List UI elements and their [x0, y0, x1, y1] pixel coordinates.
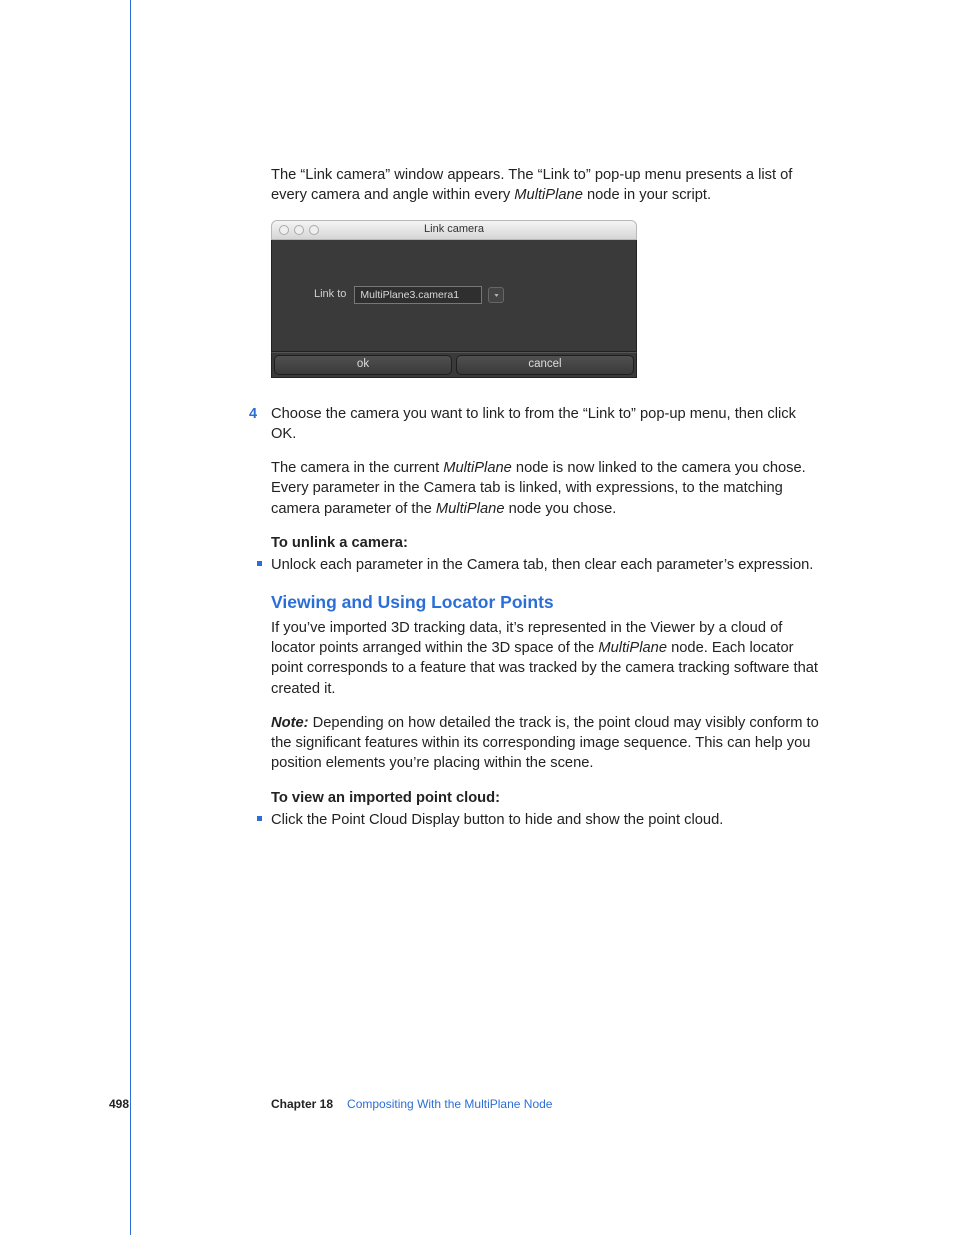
- chapter-title: Compositing With the MultiPlane Node: [347, 1097, 552, 1111]
- linkto-popup[interactable]: MultiPlane3.camera1: [354, 286, 482, 304]
- note-label: Note:: [271, 715, 313, 731]
- linked-em1: MultiPlane: [443, 460, 512, 476]
- section-paragraph-1: If you’ve imported 3D tracking data, it’…: [271, 618, 820, 699]
- linked-1: The camera in the current: [271, 460, 443, 476]
- intro-em: MultiPlane: [514, 187, 583, 203]
- view-heading: To view an imported point cloud:: [271, 788, 820, 808]
- note-text: Depending on how detailed the track is, …: [271, 715, 819, 772]
- page: The “Link camera” window appears. The “L…: [130, 0, 850, 1235]
- step-4-text: Choose the camera you want to link to fr…: [271, 406, 796, 442]
- unlink-text: Unlock each parameter in the Camera tab,…: [271, 557, 813, 573]
- section-heading: Viewing and Using Locator Points: [271, 590, 820, 614]
- dialog-title: Link camera: [272, 222, 636, 237]
- step-4: 4 Choose the camera you want to link to …: [271, 404, 820, 445]
- link-camera-dialog: Link camera Link to MultiPlane3.camera1 …: [271, 220, 637, 378]
- dialog-titlebar: Link camera: [271, 220, 637, 240]
- sec-p1-em: MultiPlane: [598, 640, 667, 656]
- ok-button[interactable]: ok: [274, 355, 452, 375]
- unlink-bullet: Unlock each parameter in the Camera tab,…: [271, 555, 820, 575]
- bullet-icon: [257, 816, 262, 821]
- view-text: Click the Point Cloud Display button to …: [271, 812, 723, 828]
- chapter-label: Chapter 18: [271, 1097, 333, 1111]
- chapter-info: Chapter 18 Compositing With the MultiPlan…: [131, 1097, 552, 1111]
- note-paragraph: Note: Depending on how detailed the trac…: [271, 713, 820, 774]
- view-bullet: Click the Point Cloud Display button to …: [271, 810, 820, 830]
- dialog-button-row: ok cancel: [271, 352, 637, 378]
- bullet-icon: [257, 561, 262, 566]
- linked-paragraph: The camera in the current MultiPlane nod…: [271, 458, 820, 519]
- unlink-heading: To unlink a camera:: [271, 533, 820, 553]
- intro-text-2: node in your script.: [583, 187, 711, 203]
- dialog-body: Link to MultiPlane3.camera1: [271, 240, 637, 352]
- page-footer: 498 Chapter 18Compositing With the Multi…: [131, 1097, 850, 1111]
- linked-3: node you chose.: [504, 501, 616, 517]
- popup-arrow-icon[interactable]: [488, 287, 504, 303]
- linked-em2: MultiPlane: [436, 501, 505, 517]
- linkto-label: Link to: [314, 287, 346, 302]
- page-number: 498: [109, 1097, 129, 1111]
- step-number: 4: [249, 404, 257, 424]
- body-content: The “Link camera” window appears. The “L…: [131, 0, 850, 830]
- cancel-button[interactable]: cancel: [456, 355, 634, 375]
- intro-paragraph: The “Link camera” window appears. The “L…: [271, 165, 820, 206]
